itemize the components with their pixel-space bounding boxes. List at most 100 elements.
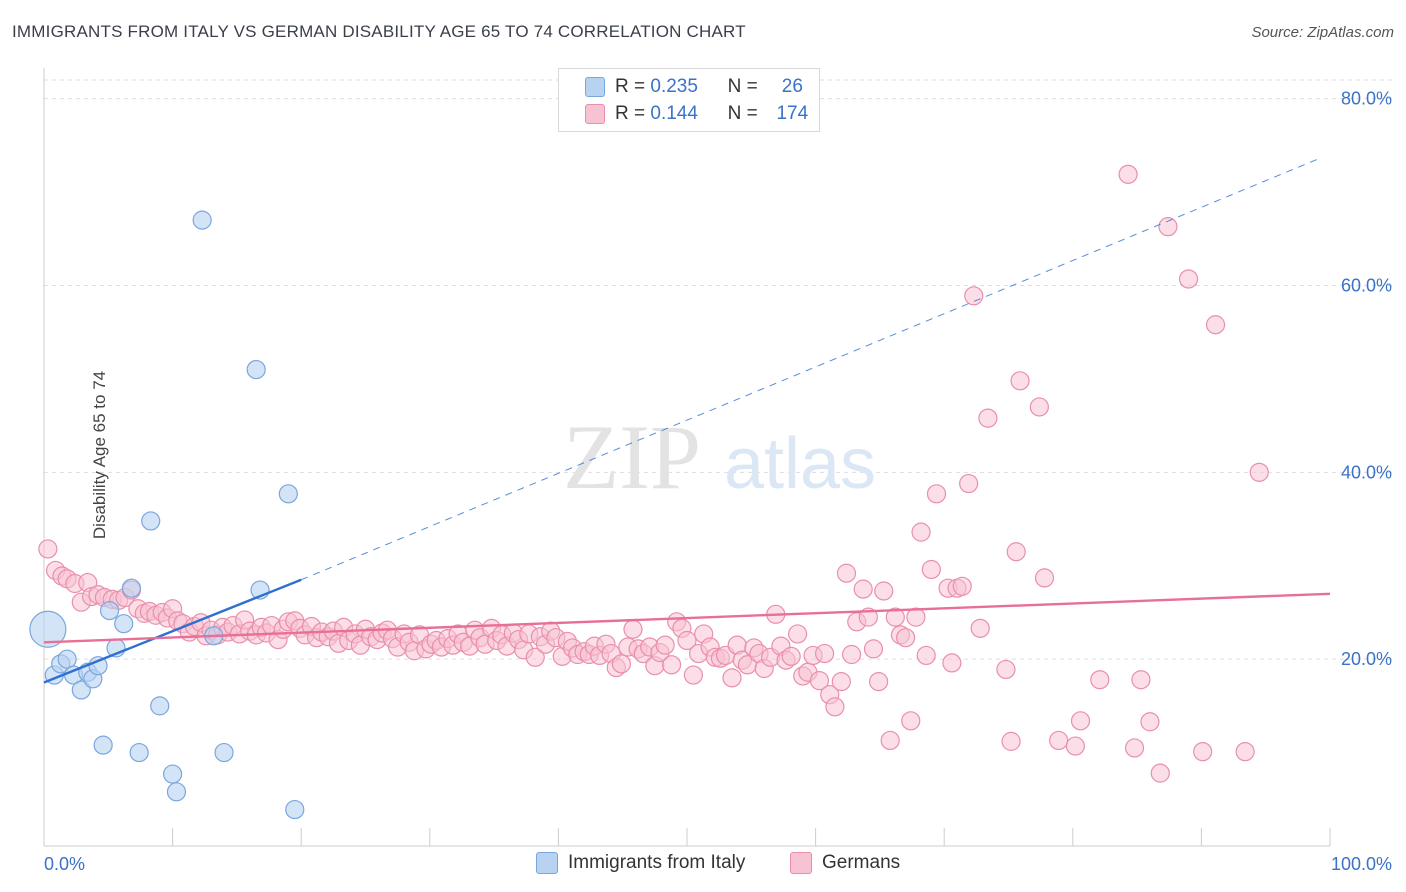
germans-point <box>964 286 984 306</box>
legend-n-label: N = <box>727 76 758 97</box>
germans-point <box>1249 462 1269 482</box>
bottom-legend-italy: Immigrants from Italy <box>536 852 745 874</box>
legend-swatch-blue <box>585 77 605 97</box>
germans-point <box>853 579 873 599</box>
legend-n-value: 174 <box>776 103 809 124</box>
italy-point <box>214 742 234 763</box>
legend-r-label: R = <box>615 76 646 97</box>
germans-point <box>842 644 862 665</box>
germans-point <box>896 628 916 648</box>
germans-point <box>952 576 972 596</box>
germans-point <box>611 654 632 674</box>
bottom-legend: Immigrants from Italy Germans <box>0 852 1406 876</box>
germans-point <box>874 581 894 601</box>
germans-point <box>722 668 742 688</box>
germans-trend-line <box>43 592 1331 644</box>
germans-point <box>921 559 941 580</box>
italy-point <box>129 742 149 763</box>
chart-title: IMMIGRANTS FROM ITALY VS GERMAN DISABILI… <box>12 22 746 41</box>
germans-point <box>1065 736 1085 756</box>
axes <box>43 68 1331 847</box>
italy-point <box>114 614 134 634</box>
germans-point <box>869 671 889 692</box>
germans-point <box>942 653 962 673</box>
germans-point <box>1118 164 1138 184</box>
legend-row-italy: R = 0.235 N = 26 <box>585 75 816 99</box>
germans-point <box>1124 738 1145 758</box>
germans-point <box>1150 763 1170 783</box>
germans-point <box>1205 315 1226 335</box>
watermark-atlas: atlas <box>724 424 876 504</box>
italy-point <box>71 680 91 700</box>
italy-point <box>166 782 187 802</box>
germans-point <box>683 665 704 685</box>
legend-n-value: 26 <box>781 76 803 97</box>
germans-point <box>1178 269 1199 289</box>
germans-point <box>825 697 845 717</box>
y-tick-label: 60.0% <box>1341 276 1392 296</box>
italy-point <box>192 210 212 230</box>
x-tick-label: 100.0% <box>1331 854 1392 874</box>
legend-row-germans: R = 0.144 N = 174 <box>585 102 816 126</box>
germans-point <box>885 607 905 627</box>
germans-point <box>959 473 979 494</box>
watermark-zip: ZIP <box>563 406 701 508</box>
italy-point <box>121 578 142 598</box>
italy-point <box>278 484 298 504</box>
germans-point <box>978 408 998 428</box>
grid <box>44 79 1392 660</box>
germans-point <box>661 655 682 675</box>
italy-point <box>150 696 170 716</box>
germans-point <box>926 484 947 504</box>
watermark: ZIP atlas <box>563 406 876 508</box>
y-tick-label: 20.0% <box>1341 649 1392 669</box>
germans-point <box>1140 712 1160 732</box>
italy-point <box>246 359 266 380</box>
germans-point <box>1001 731 1021 751</box>
germans-point <box>996 659 1016 680</box>
trend-lines <box>43 158 1331 684</box>
legend-n-label: N = <box>727 103 758 124</box>
bottom-legend-label: Germans <box>822 852 901 873</box>
germans-point <box>970 618 990 638</box>
italy-point <box>141 511 161 531</box>
germans-point <box>1235 742 1255 762</box>
germans-points <box>38 164 1269 783</box>
legend: R = 0.235 N = 26 R = 0.144 N = 174 <box>558 68 820 132</box>
tick-labels: 20.0% 40.0% 60.0% 80.0% 0.0% 100.0% <box>44 89 1392 874</box>
germans-point <box>525 647 545 667</box>
germans-point <box>623 619 643 639</box>
germans-point <box>911 522 931 542</box>
legend-r-value: 0.144 <box>650 103 698 124</box>
legend-r-label: R = <box>615 103 646 124</box>
germans-point <box>901 711 921 731</box>
germans-point <box>858 607 878 627</box>
germans-point <box>831 671 851 692</box>
italy-point <box>93 735 113 755</box>
germans-point <box>655 635 675 655</box>
germans-point <box>1158 217 1178 237</box>
germans-point <box>1034 568 1055 588</box>
italy-point <box>163 764 183 784</box>
y-tick-label: 80.0% <box>1341 89 1392 109</box>
germans-point <box>880 730 900 751</box>
germans-point <box>787 624 808 644</box>
italy-trend-extension <box>301 158 1318 581</box>
germans-point <box>677 630 697 651</box>
italy-point <box>29 610 67 648</box>
germans-point <box>916 645 936 666</box>
legend-r-value: 0.235 <box>650 76 698 97</box>
germans-point <box>836 563 857 583</box>
germans-point <box>38 539 58 559</box>
germans-point <box>1029 397 1049 417</box>
italy-points <box>29 210 305 820</box>
germans-point <box>809 671 830 691</box>
germans-point <box>1090 670 1110 690</box>
bottom-legend-germans: Germans <box>790 852 900 874</box>
germans-point <box>781 646 801 666</box>
bottom-swatch-blue <box>536 852 558 874</box>
bottom-swatch-pink <box>790 852 812 874</box>
source-label: Source: ZipAtlas.com <box>1251 24 1394 41</box>
y-tick-label: 40.0% <box>1341 462 1392 482</box>
bottom-legend-label: Immigrants from Italy <box>568 852 746 873</box>
